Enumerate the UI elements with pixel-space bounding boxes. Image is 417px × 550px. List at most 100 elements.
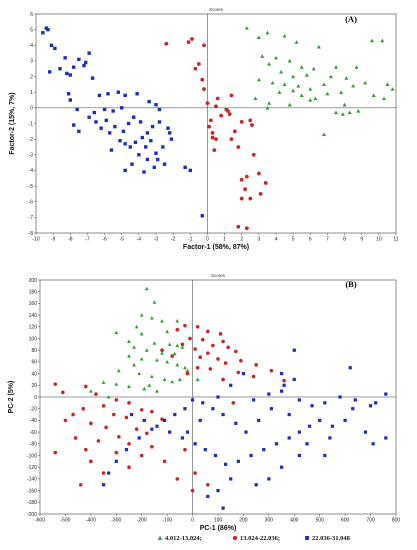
data-point (254, 483, 258, 487)
data-point (89, 421, 93, 426)
data-point (208, 367, 213, 371)
data-point (161, 145, 165, 149)
data-point (58, 67, 62, 71)
data-point (269, 368, 274, 373)
data-point (214, 137, 218, 142)
data-point (198, 418, 202, 423)
data-point (97, 93, 102, 98)
data-point (156, 157, 160, 162)
data-point (269, 407, 274, 411)
data-point (221, 506, 225, 510)
data-point (145, 131, 150, 135)
data-point (256, 35, 261, 40)
data-point (351, 407, 355, 411)
series-2-points (53, 323, 286, 493)
chart-title: Scores (211, 273, 226, 278)
data-point (193, 66, 198, 71)
data-point (256, 171, 261, 176)
data-point (175, 362, 180, 367)
data-point (308, 87, 313, 91)
data-point (175, 477, 180, 481)
data-point (308, 98, 313, 102)
data-point (287, 412, 291, 417)
panel-label: (B) (345, 279, 357, 289)
data-point (63, 418, 68, 423)
data-point (251, 374, 256, 379)
data-point (338, 395, 342, 399)
data-point (195, 324, 200, 329)
data-point (107, 471, 111, 475)
data-point (137, 436, 141, 440)
x-axis-label: PC-1 (86%) (200, 525, 237, 532)
data-point (305, 442, 309, 446)
data-point (334, 65, 338, 69)
data-point (311, 66, 316, 71)
data-point (94, 120, 98, 124)
data-point (200, 77, 205, 82)
data-point (251, 152, 256, 157)
data-point (106, 92, 110, 96)
data-point (214, 104, 218, 109)
triangle-marker-icon (157, 535, 163, 540)
data-point (127, 401, 131, 405)
series-2-points (164, 37, 268, 231)
data-point (368, 404, 373, 408)
data-point (114, 398, 119, 402)
y-tick-label: -180 (27, 500, 37, 506)
data-point (111, 412, 116, 417)
x-tick-label: 600 (341, 518, 350, 524)
data-point (251, 398, 256, 402)
data-point (262, 448, 266, 452)
data-point (216, 488, 220, 493)
data-point (49, 43, 54, 47)
data-point (229, 93, 234, 98)
data-point (370, 38, 374, 43)
data-point (88, 389, 93, 393)
data-point (108, 131, 112, 135)
data-point (162, 459, 167, 464)
data-point (132, 362, 136, 367)
data-point (99, 126, 103, 130)
data-point (239, 358, 243, 363)
data-point (258, 191, 263, 196)
data-point (299, 93, 304, 97)
data-point (129, 412, 134, 417)
data-point (173, 412, 177, 417)
data-point (229, 477, 233, 481)
data-point (160, 417, 164, 422)
data-point (292, 348, 296, 352)
data-point (150, 427, 154, 431)
data-point (101, 471, 106, 475)
y-tick-label: -100 (27, 453, 37, 459)
circle-marker-icon (232, 535, 238, 541)
data-point (339, 90, 344, 94)
data-point (310, 404, 314, 408)
legend-label: 4.012-13.024; (165, 535, 202, 542)
x-tick-label: -2 (171, 237, 176, 243)
data-point (155, 389, 159, 393)
data-point (299, 65, 304, 69)
data-point (193, 471, 197, 475)
data-point (120, 106, 124, 110)
x-tick-label: -3 (154, 237, 159, 243)
data-point (267, 101, 272, 105)
data-point (132, 345, 136, 349)
data-point (46, 27, 50, 32)
data-point (155, 424, 159, 428)
x-tick-label: 200 (239, 518, 248, 524)
data-point (216, 395, 220, 399)
data-point (87, 51, 91, 55)
data-point (66, 92, 71, 96)
data-point (162, 418, 167, 423)
data-point (68, 98, 72, 102)
data-point (165, 329, 170, 333)
data-point (183, 407, 187, 411)
data-point (168, 131, 172, 135)
data-point (77, 57, 81, 62)
x-tick-label: -600 (35, 518, 45, 524)
data-point (152, 341, 157, 345)
x-tick-label: 10 (376, 237, 382, 243)
x-tick-label: 8 (343, 237, 346, 243)
data-point (205, 101, 210, 106)
data-point (244, 26, 249, 30)
